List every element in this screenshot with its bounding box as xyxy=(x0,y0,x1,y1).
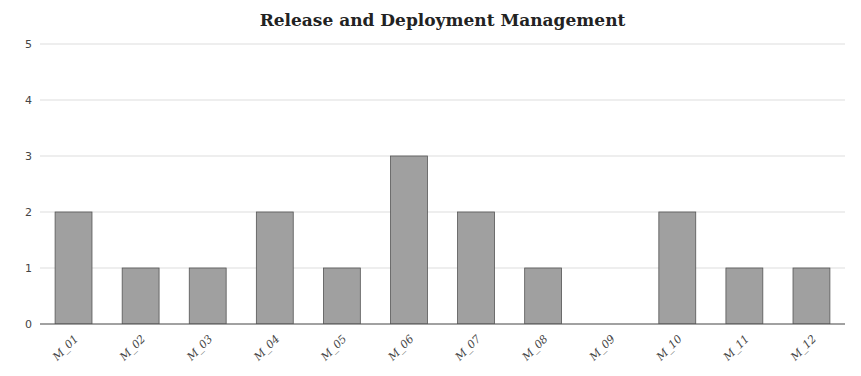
grid-line xyxy=(40,156,845,157)
y-tick-label: 1 xyxy=(25,262,32,275)
grid-line xyxy=(40,100,845,101)
bar xyxy=(323,268,360,324)
y-tick-label: 4 xyxy=(25,94,32,107)
bar xyxy=(659,212,696,324)
x-tick-label: M_12 xyxy=(787,332,819,364)
x-tick-label: M_04 xyxy=(251,332,283,364)
x-tick-label: M_11 xyxy=(720,332,752,364)
y-tick-label: 5 xyxy=(25,38,32,51)
bar xyxy=(189,268,226,324)
x-tick-label: M_06 xyxy=(385,332,417,364)
x-tick-label: M_02 xyxy=(117,332,149,364)
grid-line xyxy=(40,212,845,213)
chart-container: Release and Deployment Management 0 1 2 3 4 5 M… xyxy=(0,0,861,376)
y-tick-label: 2 xyxy=(25,206,32,219)
bar xyxy=(525,268,562,324)
x-axis-line xyxy=(40,324,845,325)
background xyxy=(0,0,861,376)
bar xyxy=(55,212,92,324)
bar xyxy=(391,156,428,324)
grid-line xyxy=(40,44,845,45)
x-tick-label: M_10 xyxy=(653,332,685,364)
x-tick-label: M_07 xyxy=(452,332,484,364)
grid-line xyxy=(40,268,845,269)
grid-line xyxy=(40,324,845,325)
bar xyxy=(458,212,495,324)
x-tick-label: M_08 xyxy=(519,332,551,364)
y-grid xyxy=(40,44,845,324)
bars xyxy=(55,156,830,324)
bar xyxy=(122,268,159,324)
bar xyxy=(256,212,293,324)
x-tick-label: M_03 xyxy=(184,332,216,364)
x-tick-label: M_01 xyxy=(49,332,81,364)
x-tick-label: M_09 xyxy=(586,332,618,364)
chart-title: Release and Deployment Management xyxy=(260,10,626,30)
x-tick-label: M_05 xyxy=(318,332,350,364)
bar xyxy=(793,268,830,324)
y-tick-label: 3 xyxy=(25,150,32,163)
y-tick-label: 0 xyxy=(25,318,32,331)
bar xyxy=(726,268,763,324)
chart-svg: Release and Deployment Management 0 1 2 3 4 5 M… xyxy=(0,0,861,376)
